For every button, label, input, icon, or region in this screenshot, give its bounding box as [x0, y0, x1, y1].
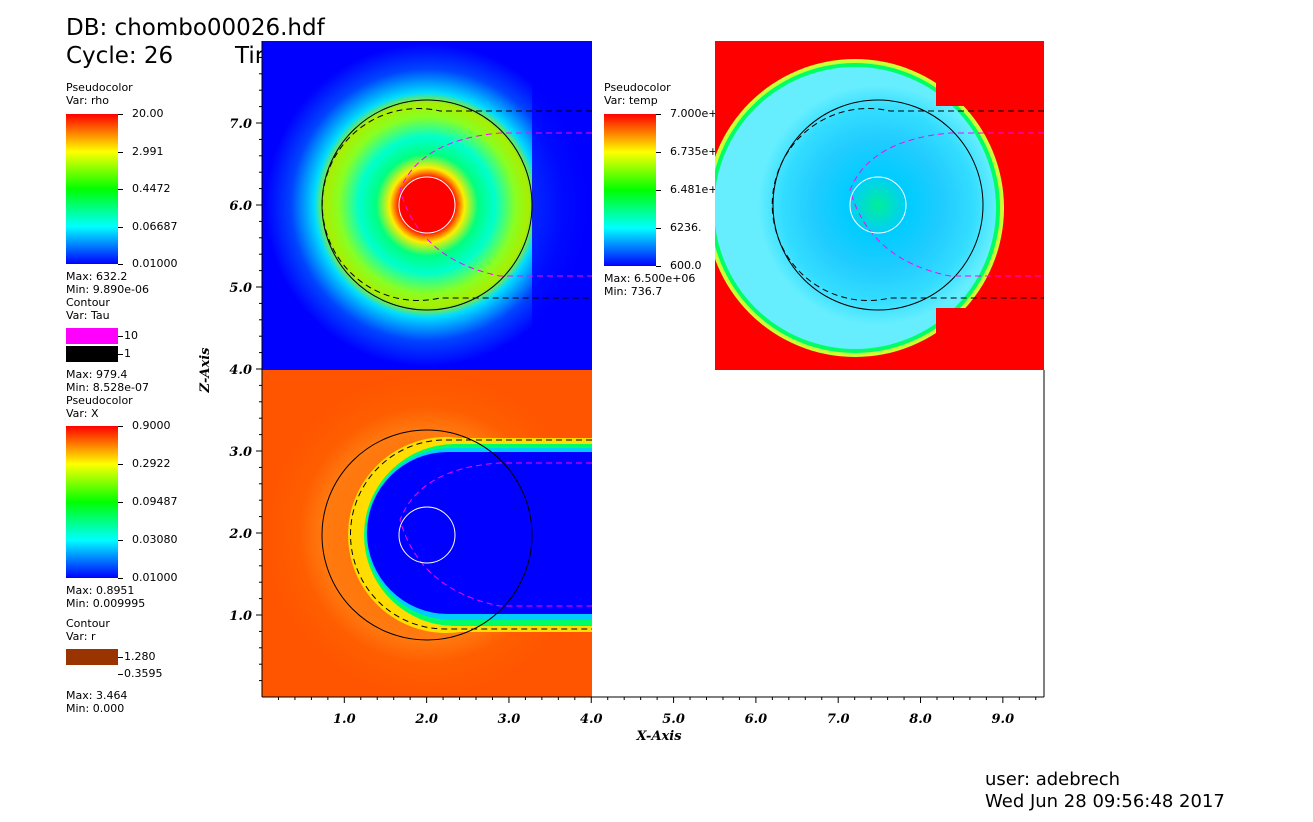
x-max: Max: 0.8951	[66, 584, 135, 597]
rho-panel	[262, 41, 592, 370]
x-colorbar-tick-label: 0.9000	[132, 419, 171, 432]
temp-panel	[715, 41, 1044, 370]
rho-colorbar-tick	[118, 227, 123, 228]
x-axis-title: X-Axis	[635, 729, 682, 744]
rho-legend-kind: Pseudocolor	[66, 81, 133, 94]
temp-colorbar-tick	[656, 228, 661, 229]
database-title: DB: chombo00026.hdf	[66, 15, 325, 41]
temp-colorbar-tick-label: 6236.	[670, 221, 702, 234]
x-axis-tick-label: 8.0	[909, 712, 932, 727]
date-label: Wed Jun 28 09:56:48 2017	[985, 791, 1225, 812]
tau-legend-kind: Contour	[66, 296, 110, 309]
rho-max: Max: 632.2	[66, 270, 128, 283]
x-axis-tick-label: 6.0	[745, 712, 768, 727]
temp-legend-var: Var: temp	[604, 94, 658, 107]
r-min: Min: 0.000	[66, 702, 125, 715]
temp-colorbar	[604, 114, 656, 266]
r-max: Max: 3.464	[66, 689, 128, 702]
x-axis-tick-label: 4.0	[580, 712, 603, 727]
x-colorbar-tick-label: 0.2922	[132, 457, 171, 470]
r-tick	[118, 657, 123, 658]
x-colorbar-tick	[118, 578, 123, 579]
r-legend-var: Var: r	[66, 630, 96, 643]
x-colorbar-tick-label: 0.09487	[132, 495, 178, 508]
cycle-label: Cycle: 26	[66, 43, 174, 69]
tau-tick	[118, 336, 123, 337]
x-colorbar-tick	[118, 502, 123, 503]
x-legend-var: Var: X	[66, 407, 99, 420]
z-axis-tick-label: 5.0	[229, 281, 252, 296]
temp-colorbar-tick	[656, 114, 661, 115]
user-label: user: adebrech	[985, 769, 1121, 790]
x-min: Min: 0.009995	[66, 597, 146, 610]
r-level-label: 0.3595	[124, 667, 163, 680]
tau-tick	[118, 354, 123, 355]
x-colorbar-tick-label: 0.03080	[132, 533, 178, 546]
x-axis-tick-label: 1.0	[333, 712, 356, 727]
x-colorbar-tick	[118, 464, 123, 465]
rho-colorbar	[66, 114, 118, 264]
z-axis-tick-label: 7.0	[229, 117, 252, 132]
z-axis-tick-label: 1.0	[229, 609, 252, 624]
temp-max: Max: 6.500e+06	[604, 272, 696, 285]
tau-level-label: 1	[124, 347, 131, 360]
x-legend-kind: Pseudocolor	[66, 394, 133, 407]
r-legend-kind: Contour	[66, 617, 110, 630]
x-colorbar-tick-label: 0.01000	[132, 571, 178, 584]
rho-min: Min: 9.890e-06	[66, 283, 149, 296]
temp-colorbar-tick-label: 600.0	[670, 259, 702, 272]
tau-max: Max: 979.4	[66, 368, 128, 381]
temp-min: Min: 736.7	[604, 285, 663, 298]
x-axis-tick-label: 7.0	[827, 712, 850, 727]
axis-tick-labels: 1.0 2.0 3.0 4.0 5.0 6.0 7.0 8.0 9.0 1.0 2.0 3.0 4.0 5…	[228, 117, 1014, 727]
temp-colorbar-tick	[656, 266, 661, 267]
tau-swatch-1	[66, 346, 118, 362]
rho-colorbar-tick-label: 2.991	[132, 145, 164, 158]
rho-colorbar-tick-label: 0.01000	[132, 257, 178, 270]
x-panel	[262, 370, 592, 697]
rho-colorbar-tick	[118, 114, 123, 115]
z-axis-tick-label: 4.0	[229, 363, 252, 378]
x-axis-tick-label: 9.0	[992, 712, 1015, 727]
r-tick	[118, 674, 123, 675]
axis-ticks	[256, 56, 1037, 703]
x-axis-tick-label: 2.0	[414, 712, 438, 727]
r-swatch-1280	[66, 649, 118, 665]
rho-colorbar-tick	[118, 189, 123, 190]
rho-colorbar-tick-label: 0.4472	[132, 182, 171, 195]
temp-colorbar-tick	[656, 190, 661, 191]
x-colorbar-tick	[118, 426, 123, 427]
tau-level-label: 10	[124, 329, 138, 342]
rho-colorbar-tick	[118, 264, 123, 265]
x-axis-tick-label: 3.0	[498, 712, 521, 727]
z-axis-tick-label: 6.0	[229, 199, 252, 214]
z-axis-title: Z-Axis	[198, 347, 213, 394]
x-colorbar	[66, 426, 118, 578]
tau-swatch-10	[66, 328, 118, 344]
tau-legend-var: Var: Tau	[66, 309, 110, 322]
temp-legend-kind: Pseudocolor	[604, 81, 671, 94]
rho-colorbar-tick-label: 20.00	[132, 107, 164, 120]
rho-colorbar-tick	[118, 152, 123, 153]
temp-colorbar-tick	[656, 152, 661, 153]
tau-min: Min: 8.528e-07	[66, 381, 149, 394]
x-colorbar-tick	[118, 540, 123, 541]
rho-legend-var: Var: rho	[66, 94, 109, 107]
z-axis-tick-label: 3.0	[229, 445, 252, 460]
x-axis-tick-label: 5.0	[662, 712, 685, 727]
r-level-label: 1.280	[124, 650, 156, 663]
rho-colorbar-tick-label: 0.06687	[132, 220, 178, 233]
z-axis-tick-label: 2.0	[228, 527, 252, 542]
